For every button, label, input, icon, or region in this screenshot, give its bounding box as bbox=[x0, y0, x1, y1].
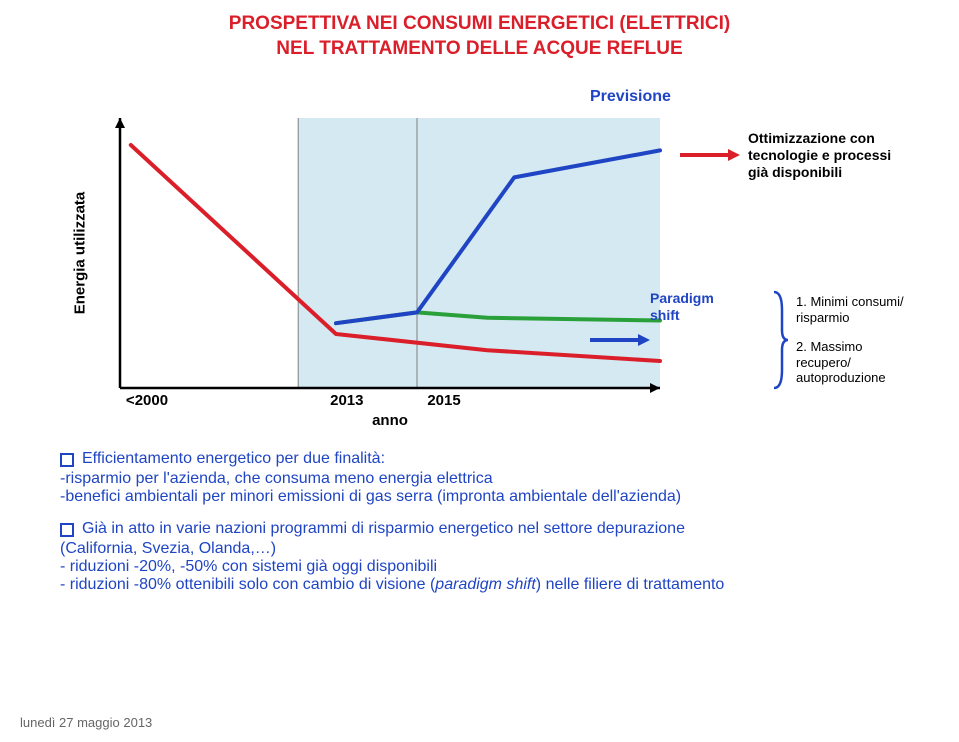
bullet-box-icon bbox=[60, 453, 74, 467]
x-tick-label: 2015 bbox=[427, 392, 460, 409]
y-axis-label: Energia utilizzata bbox=[72, 192, 89, 315]
brace-icon bbox=[770, 290, 790, 390]
footer-date: lunedì 27 maggio 2013 bbox=[20, 715, 152, 730]
paradigm-item: 2. Massimorecupero/autoproduzione bbox=[796, 339, 950, 386]
bullet-group: Efficientamento energetico per due final… bbox=[60, 450, 900, 506]
title-line1: PROSPETTIVA NEI CONSUMI ENERGETICI (ELET… bbox=[0, 12, 959, 37]
paradigm-shift-group: Paradigmshift 1. Minimi consumi/risparmi… bbox=[650, 290, 950, 390]
title-block: PROSPETTIVA NEI CONSUMI ENERGETICI (ELET… bbox=[0, 0, 959, 61]
bullet-sub-line: (California, Svezia, Olanda,…) bbox=[60, 540, 900, 558]
legend-row: Ottimizzazione contecnologie e processig… bbox=[680, 130, 940, 180]
paradigm-item: 1. Minimi consumi/risparmio bbox=[796, 294, 950, 325]
legend: Ottimizzazione contecnologie e processig… bbox=[680, 130, 940, 192]
x-axis-label: anno bbox=[372, 412, 408, 429]
bullet-sub-line: - riduzioni -20%, -50% con sistemi già o… bbox=[60, 558, 900, 576]
bullet-sub-line: -benefici ambientali per minori emission… bbox=[60, 488, 900, 506]
x-tick-label: 2013 bbox=[330, 392, 363, 409]
chart-svg bbox=[120, 118, 660, 388]
bullet-head-text: Già in atto in varie nazioni programmi d… bbox=[82, 520, 685, 538]
bullet-sub-line: - riduzioni -80% ottenibili solo con cam… bbox=[60, 576, 900, 594]
subtitle-previsione: Previsione bbox=[590, 88, 671, 106]
bullet-box-icon bbox=[60, 523, 74, 537]
paradigm-shift-label-wrap: Paradigmshift bbox=[650, 290, 770, 390]
title-line2: NEL TRATTAMENTO DELLE ACQUE REFLUE bbox=[0, 37, 959, 62]
paradigm-shift-label: Paradigmshift bbox=[650, 290, 762, 324]
legend-arrow-icon bbox=[680, 145, 740, 165]
chart: Energia utilizzata <200020132015 anno bbox=[120, 118, 660, 388]
bullet-group: Già in atto in varie nazioni programmi d… bbox=[60, 520, 900, 594]
paradigm-items: 1. Minimi consumi/risparmio 2. Massimorec… bbox=[790, 290, 950, 390]
bullet-head: Già in atto in varie nazioni programmi d… bbox=[60, 520, 900, 538]
bullet-sub-line: -risparmio per l'azienda, che consuma me… bbox=[60, 470, 900, 488]
legend-label: Ottimizzazione contecnologie e processig… bbox=[748, 130, 891, 180]
bullet-section: Efficientamento energetico per due final… bbox=[60, 450, 900, 608]
bullet-head-text: Efficientamento energetico per due final… bbox=[82, 450, 385, 468]
paradigm-arrow-icon bbox=[590, 330, 650, 350]
bullet-head: Efficientamento energetico per due final… bbox=[60, 450, 900, 468]
x-tick-label: <2000 bbox=[126, 392, 168, 409]
